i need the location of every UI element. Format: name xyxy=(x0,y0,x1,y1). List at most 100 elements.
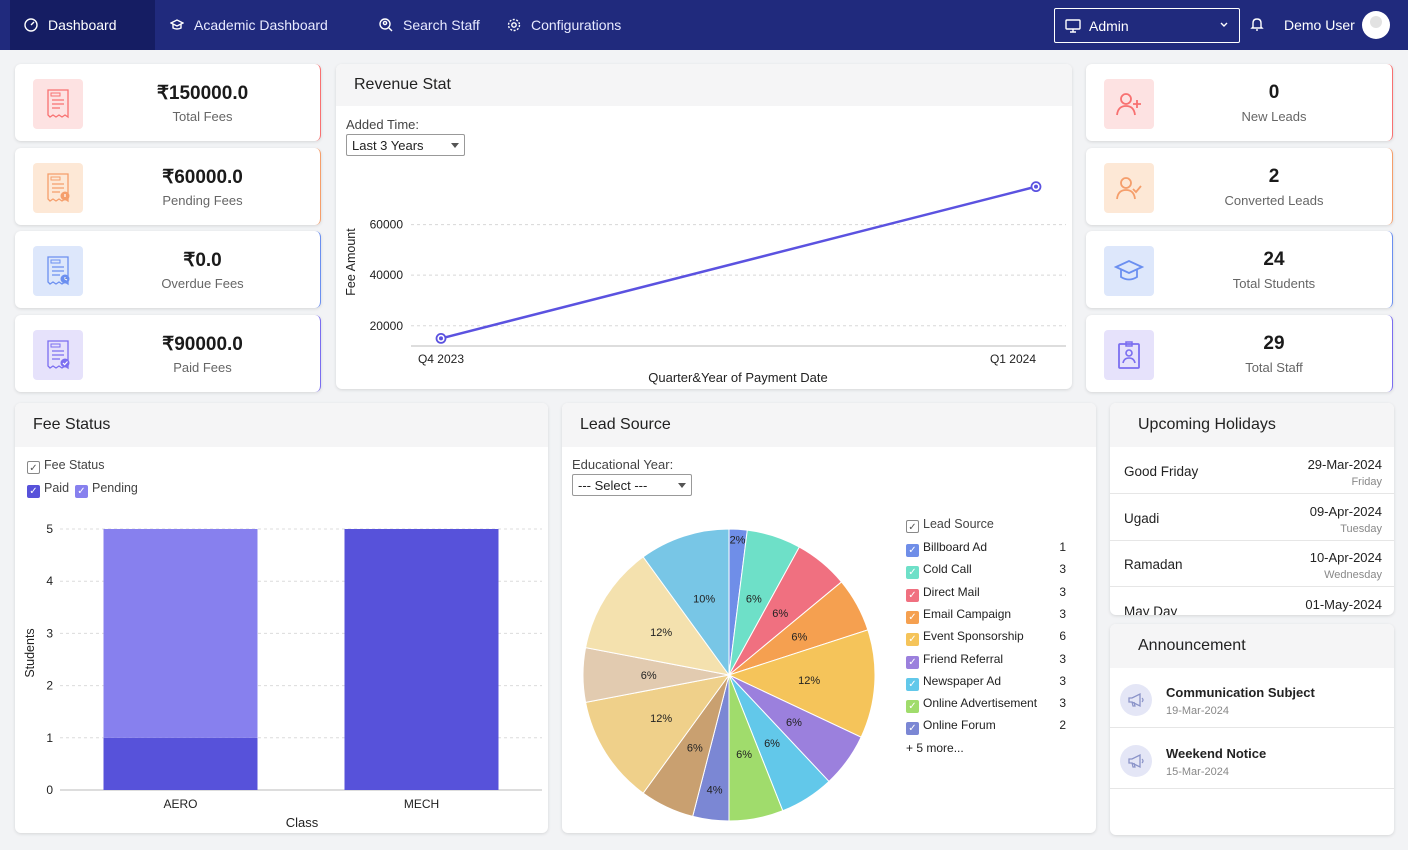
lead-legend-item[interactable]: ✓ Friend Referral 3 xyxy=(906,652,1066,669)
data-point-center xyxy=(439,336,443,341)
lead-legend-item[interactable]: ✓ Event Sponsorship 6 xyxy=(906,629,1066,647)
bar-paid[interactable] xyxy=(344,529,499,790)
staff-badge-icon xyxy=(1118,340,1140,369)
dashboard-icon xyxy=(24,18,38,32)
announcement-title: Weekend Notice xyxy=(1166,746,1267,761)
stat-value: 29 xyxy=(1263,332,1285,354)
legend-count: 2 xyxy=(1059,718,1066,733)
legend-label: Paid xyxy=(44,481,70,495)
slice-label: 12% xyxy=(798,675,820,687)
y-tick-label: 20000 xyxy=(370,319,404,333)
pie-slice[interactable] xyxy=(727,629,876,738)
stat-label: Total Fees xyxy=(172,109,233,124)
legend-label: Direct Mail xyxy=(923,584,980,599)
tab-academic-dashboard[interactable]: Academic Dashboard xyxy=(170,0,328,50)
overdue-fees-card[interactable]: ₹0.0 Overdue Fees xyxy=(15,231,321,308)
panel-title: Announcement xyxy=(1110,624,1394,668)
pie-slice[interactable] xyxy=(585,674,731,794)
holiday-name: May Day xyxy=(1124,603,1178,616)
pending-fees-card[interactable]: ₹60000.0 Pending Fees xyxy=(15,147,321,225)
checkbox-icon: ✓ xyxy=(906,700,919,714)
holiday-list[interactable]: Good Friday 29-Mar-2024 Friday Ugadi 09-Apr-… xyxy=(1110,447,1394,615)
lead-legend-item[interactable]: ✓ Online Forum 2 xyxy=(906,718,1066,736)
x-axis-label: Quarter&Year of Payment Date xyxy=(648,370,827,385)
y-tick-label: 60000 xyxy=(370,218,404,232)
role-select[interactable]: Admin xyxy=(1054,8,1240,43)
avatar[interactable] xyxy=(1362,11,1390,39)
bar-paid[interactable] xyxy=(103,737,258,790)
stat-icon xyxy=(1104,79,1154,129)
paid-fees-card[interactable]: ₹90000.0 Paid Fees xyxy=(15,314,321,392)
more-link[interactable]: + 5 more... xyxy=(906,741,964,755)
add-user-icon xyxy=(1116,93,1141,116)
fee-receipt-icon xyxy=(47,172,70,202)
lead-legend-item[interactable]: ✓ Online Advertisement 3 xyxy=(906,696,1066,714)
x-tick-label: Q1 2024 xyxy=(990,352,1036,366)
checkbox-icon: ✓ xyxy=(906,610,919,624)
bar-pending[interactable] xyxy=(103,529,258,738)
converted-leads-card[interactable]: 2 Converted Leads xyxy=(1086,147,1393,225)
holiday-name: Good Friday xyxy=(1124,464,1199,479)
filter-label: Added Time: xyxy=(346,117,419,132)
lead-legend-item[interactable]: ✓ Direct Mail 3 xyxy=(906,585,1066,602)
revenue-stat-panel: Revenue Stat Added Time: Last 3 Years 20… xyxy=(336,64,1072,389)
legend-count: 3 xyxy=(1059,584,1066,599)
tab-search-staff[interactable]: Search Staff xyxy=(379,0,480,50)
total-students-card[interactable]: 24 Total Students xyxy=(1086,231,1393,308)
total-fees-card[interactable]: ₹150000.0 Total Fees xyxy=(15,64,321,141)
user-name[interactable]: Demo User xyxy=(1284,17,1355,33)
slice-label: 10% xyxy=(693,594,715,606)
y-tick-label: 1 xyxy=(46,731,53,745)
total-staff-card[interactable]: 29 Total Staff xyxy=(1086,314,1393,392)
pie-slice[interactable] xyxy=(642,528,730,677)
stat-label: Total Staff xyxy=(1245,359,1303,375)
educational-year-select[interactable]: --- Select --- xyxy=(572,474,692,496)
lead-legend-item[interactable]: ✓ Cold Call 3 xyxy=(906,562,1066,580)
slice-label: 2% xyxy=(730,534,746,546)
legend-title[interactable]: ✓ Fee Status xyxy=(27,458,104,474)
lead-source-panel: Lead Source Educational Year: --- Select… xyxy=(562,403,1096,833)
legend-paid[interactable]: ✓ Paid xyxy=(27,481,69,498)
holiday-name: Ramadan xyxy=(1124,557,1183,572)
added-time-select[interactable]: Last 3 Years xyxy=(346,134,465,156)
holiday-day: Friday xyxy=(1351,476,1382,488)
stat-value: 2 xyxy=(1268,165,1280,187)
revenue-line-chart: 20000 40000 60000 Q4 2023 Q1 2024 Quarter&Yea… xyxy=(344,181,1066,385)
checkbox-icon: ✓ xyxy=(906,588,919,602)
lead-legend-item[interactable]: ✓ Newspaper Ad 3 xyxy=(906,674,1066,691)
stat-icon xyxy=(33,329,83,380)
legend-label: Billboard Ad xyxy=(923,540,988,554)
tab-label: Academic Dashboard xyxy=(194,17,328,33)
tab-configurations[interactable]: Configurations xyxy=(507,0,621,50)
announcement-title: Communication Subject xyxy=(1166,685,1315,700)
tab-dashboard[interactable]: Dashboard xyxy=(10,0,155,50)
legend-count: 3 xyxy=(1059,673,1066,688)
checkbox-icon: ✓ xyxy=(906,633,919,647)
legend-pending[interactable]: ✓ Pending xyxy=(75,481,138,498)
legend-count: 3 xyxy=(1059,606,1066,621)
announcement-date: 19-Mar-2024 xyxy=(1166,705,1229,717)
fee-status-panel: Fee Status ✓ Fee Status ✓ Paid ✓ Pending 0 1… xyxy=(15,403,548,833)
announcement-item[interactable]: Communication Subject 19-Mar-2024 xyxy=(1110,668,1394,728)
pie-slice[interactable] xyxy=(585,556,731,676)
slice-label: 6% xyxy=(641,670,657,682)
y-tick-label: 5 xyxy=(46,522,53,536)
y-tick-label: 0 xyxy=(46,783,53,797)
legend-title-text: Fee Status xyxy=(44,458,105,472)
checkbox-icon: ✓ xyxy=(906,655,919,669)
stat-value: ₹60000.0 xyxy=(162,166,243,188)
checkbox-icon: ✓ xyxy=(906,722,919,736)
checkbox-icon: ✓ xyxy=(906,566,919,580)
announcement-item[interactable]: Weekend Notice 15-Mar-2024 xyxy=(1110,729,1394,789)
new-leads-card[interactable]: 0 New Leads xyxy=(1086,64,1393,141)
lead-legend-title[interactable]: ✓ Lead Source xyxy=(906,517,994,533)
legend-label: Event Sponsorship xyxy=(923,629,1024,644)
monitor-icon xyxy=(1065,18,1081,33)
panel-title: Lead Source xyxy=(562,403,1096,447)
lead-legend-item[interactable]: ✓ Email Campaign 3 xyxy=(906,607,1066,624)
legend-label: Newspaper Ad xyxy=(923,673,1002,688)
bell-icon[interactable] xyxy=(1250,16,1264,32)
legend-title-text: Lead Source xyxy=(923,517,994,531)
lead-legend-item[interactable]: ✓ Billboard Ad 1 xyxy=(906,540,1066,557)
